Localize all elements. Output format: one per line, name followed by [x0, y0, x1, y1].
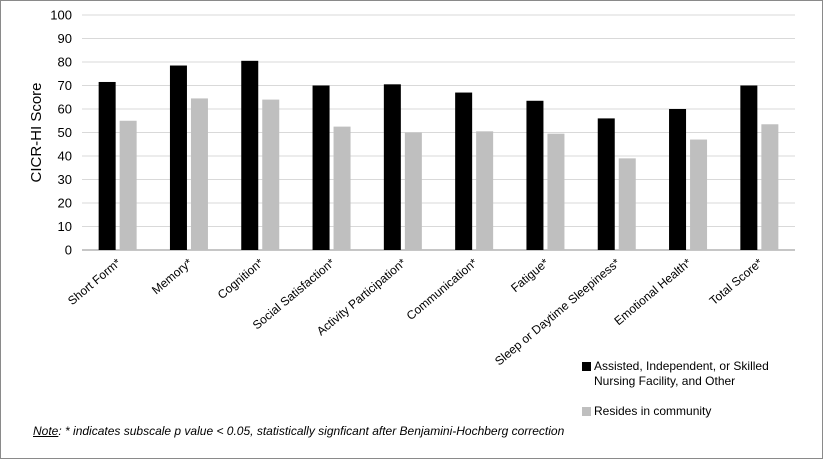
bar-series-1 — [740, 85, 758, 250]
bar-series-2 — [761, 124, 779, 250]
footnote-text: : * indicates subscale p value < 0.05, s… — [58, 424, 565, 438]
legend-swatch-community — [582, 407, 591, 416]
bar-series-1 — [383, 84, 401, 250]
legend-label-community: Resides in community — [594, 404, 712, 418]
y-axis-title: CICR-HI Score — [28, 82, 45, 182]
bar-series-1 — [98, 81, 116, 250]
bar-series-2 — [262, 99, 280, 250]
bar-series-1 — [669, 109, 687, 250]
bar-series-1 — [526, 100, 544, 251]
legend-label-facility-line-1: Assisted, Independent, or Skilled — [594, 359, 769, 373]
legend-label-facility: Assisted, Independent, or Skilled Nursin… — [594, 359, 769, 389]
bar-series-2 — [190, 98, 208, 250]
y-tick-label: 10 — [58, 219, 72, 234]
bar-series-2 — [404, 132, 422, 250]
bar-series-2 — [476, 131, 494, 250]
x-tick-label: Memory* — [149, 255, 195, 297]
bar-series-2 — [690, 139, 708, 250]
y-tick-label: 20 — [58, 196, 72, 211]
y-tick-label: 70 — [58, 78, 72, 93]
bar-series-1 — [597, 118, 615, 251]
legend-swatch-facility — [582, 362, 591, 371]
y-tick-label: 0 — [65, 243, 72, 258]
y-tick-label: 30 — [58, 172, 72, 187]
x-tick-label: Fatigue* — [508, 255, 551, 295]
bar-series-1 — [241, 60, 259, 251]
y-tick-label: 100 — [50, 8, 72, 23]
x-tick-label: Emotional Health* — [611, 255, 694, 328]
x-tick-label: Communication* — [404, 255, 481, 323]
footnote-label: Note — [33, 424, 59, 438]
y-tick-label: 40 — [58, 149, 72, 164]
footnote: Note: * indicates subscale p value < 0.0… — [33, 424, 564, 438]
bar-series-2 — [618, 158, 636, 250]
bar-series-1 — [312, 85, 330, 250]
y-tick-label: 90 — [58, 31, 72, 46]
bar-series-2 — [333, 126, 351, 250]
bar-series-2 — [547, 133, 565, 250]
x-tick-label: Cognition* — [215, 255, 267, 302]
legend-label-facility-line-2: Nursing Facility, and Other — [594, 374, 736, 388]
bar-series-1 — [455, 92, 473, 250]
x-tick-label: Short Form* — [65, 255, 124, 308]
y-tick-label: 60 — [58, 102, 72, 117]
x-tick-label: Total Score* — [707, 255, 766, 308]
y-tick-label: 50 — [58, 125, 72, 140]
x-tick-label: Sleep or Daytime Sleepiness* — [492, 255, 623, 368]
bar-series-2 — [119, 120, 137, 250]
bar-series-1 — [169, 65, 187, 251]
y-tick-label: 80 — [58, 55, 72, 70]
